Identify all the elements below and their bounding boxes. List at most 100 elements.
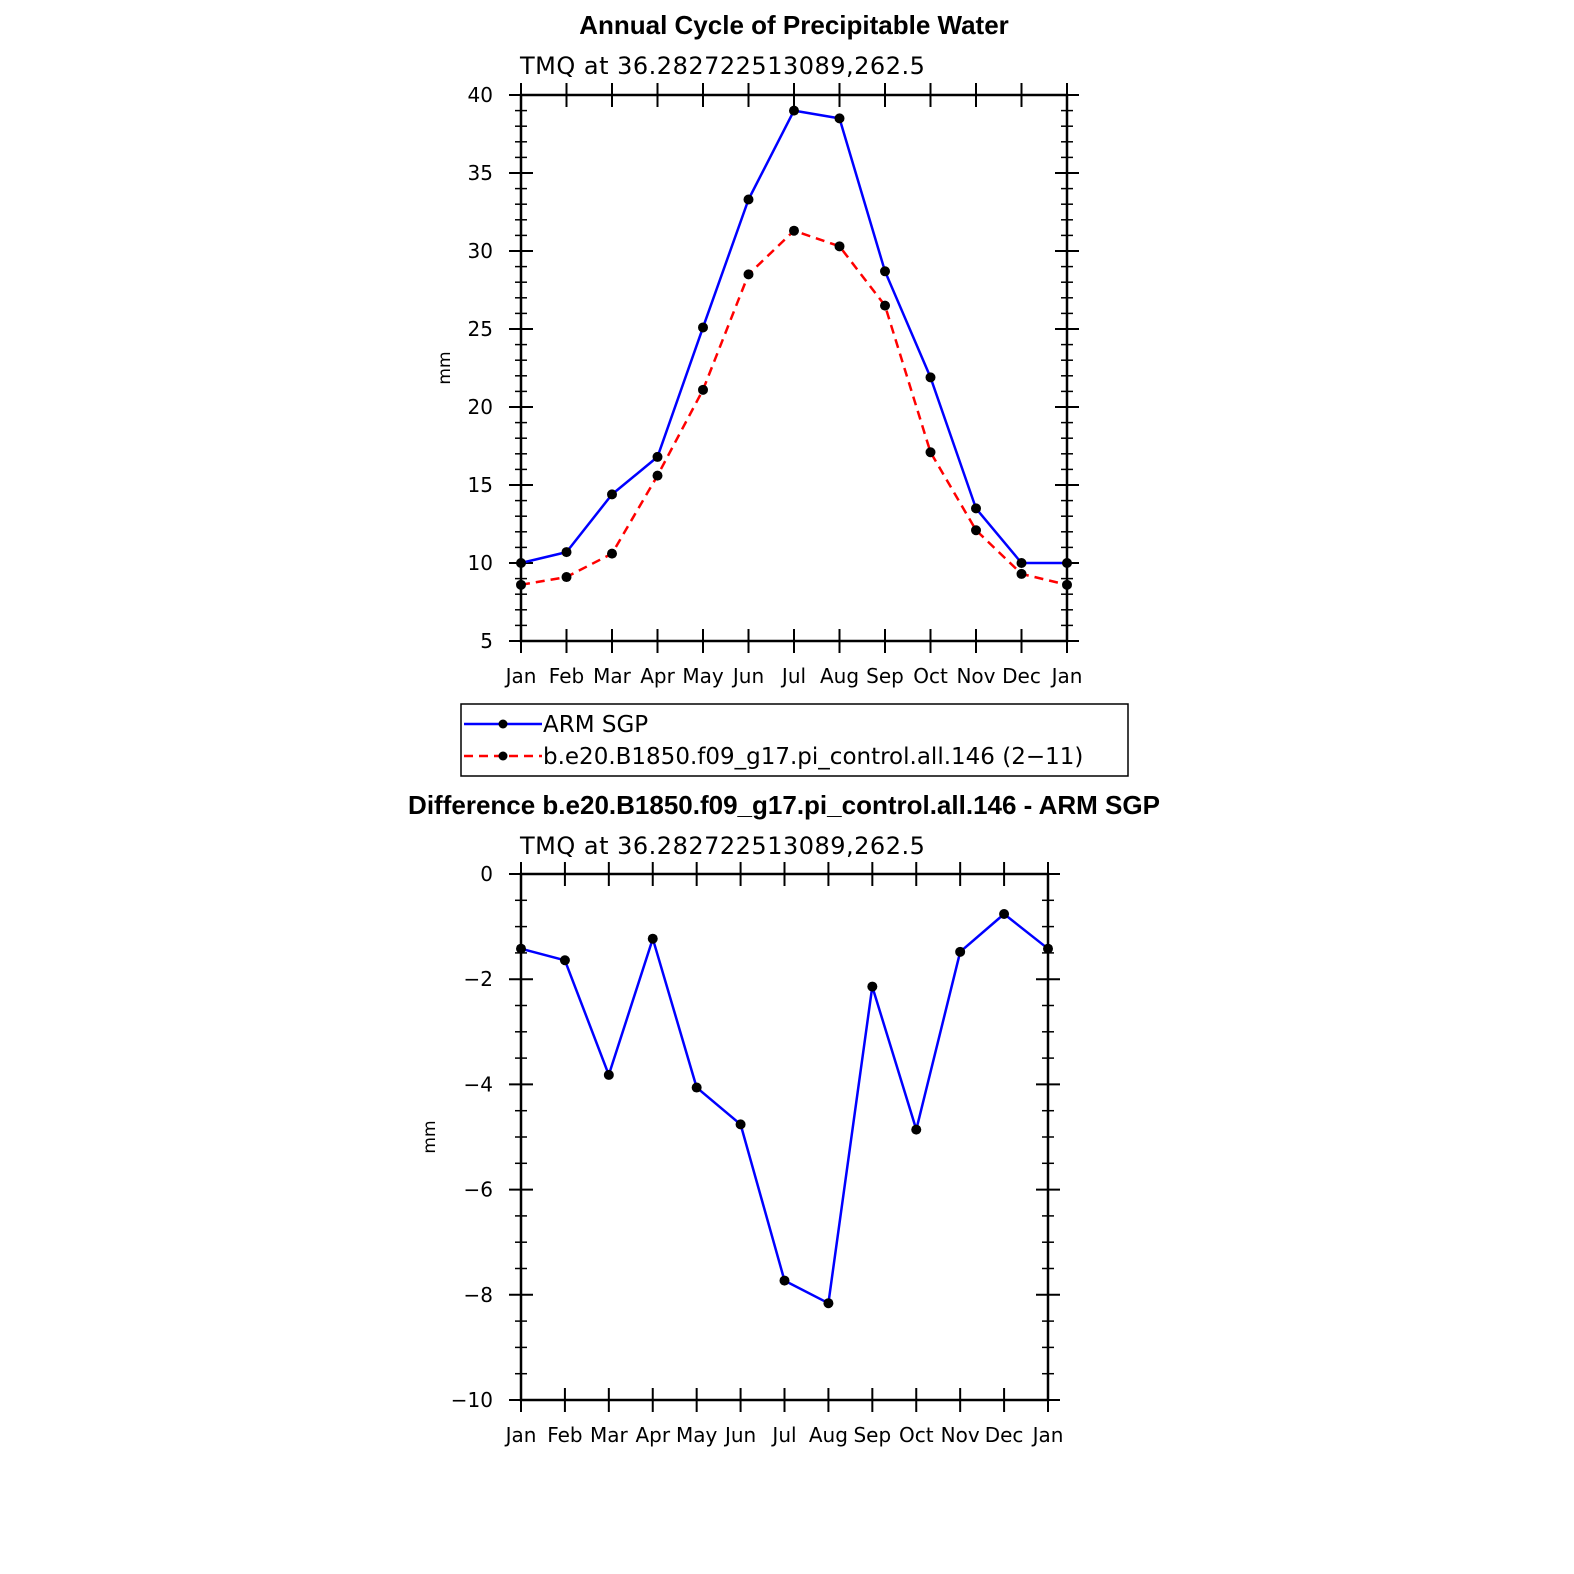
data-point-s0-12 [1062, 558, 1072, 568]
axis-ticks [509, 83, 1079, 653]
y-tick-label: 15 [468, 473, 493, 497]
data-point-s0-2 [607, 489, 617, 500]
plot-frame [519, 872, 1050, 1402]
data-point-s0-6 [789, 105, 799, 116]
x-tick-label: Nov [941, 1423, 980, 1447]
axes-frame [519, 93, 1069, 643]
data-point-s0-4 [691, 1082, 702, 1093]
x-tick-label: Aug [809, 1423, 848, 1447]
data-point-s0-12 [1043, 943, 1053, 954]
series-line-1 [520, 229, 1068, 587]
data-point-s0-3 [652, 451, 663, 462]
data-point-s1-5 [743, 269, 754, 280]
x-tick-label: Feb [549, 664, 584, 688]
series-line-0 [520, 912, 1049, 1305]
chart-subtitle: TMQ at 36.282722513089,262.5 [519, 52, 925, 80]
x-tick-label: Mar [590, 1423, 629, 1447]
data-point-s1-1 [561, 572, 572, 583]
x-tick-label: Oct [899, 1423, 934, 1447]
chart-title: Difference b.e20.B1850.f09_g17.pi_contro… [408, 790, 1160, 820]
y-tick-labels: 5 10 15 20 25 30 35 40 [468, 83, 493, 653]
x-tick-label: Jan [1031, 1423, 1064, 1447]
series-line-0 [520, 109, 1067, 565]
data-point-s0-4 [698, 322, 708, 333]
y-tick-label: 35 [468, 161, 493, 185]
axes-frame [519, 872, 1050, 1402]
data-point-s0-0 [516, 558, 526, 568]
data-point-s1-0 [516, 579, 526, 590]
data-point-s0-11 [999, 908, 1010, 919]
x-tick-label: Mar [593, 664, 632, 688]
data-point-s0-2 [603, 1069, 614, 1080]
data-point-s1-9 [925, 447, 936, 458]
y-tick-labels: −10 −8 −6 −4 −2 0 [451, 862, 493, 1412]
data-point-s0-1 [559, 955, 570, 966]
y-tick-label: 0 [480, 862, 493, 886]
data-point-s0-1 [561, 547, 572, 558]
x-tick-label: Aug [820, 664, 859, 688]
x-tick-label: May [676, 1423, 718, 1447]
data-point-s1-8 [880, 300, 890, 311]
data-point-s1-3 [652, 470, 663, 481]
data-point-s0-6 [779, 1275, 790, 1286]
x-tick-label: Oct [913, 664, 948, 688]
x-tick-label: Jun [731, 664, 764, 688]
difference-chart: Difference b.e20.B1850.f09_g17.pi_contro… [408, 790, 1160, 1447]
data-point-s0-9 [911, 1124, 922, 1135]
data-point-s0-5 [735, 1119, 746, 1130]
legend-box [460, 703, 1129, 777]
axis-ticks [509, 862, 1060, 1412]
y-axis-label: mm [420, 1120, 440, 1153]
data-point-s0-8 [867, 981, 878, 992]
y-tick-label: −8 [464, 1283, 493, 1307]
x-tick-label: Sep [853, 1423, 891, 1447]
data-point-s0-9 [925, 372, 936, 383]
data-point-s0-10 [971, 503, 981, 514]
y-tick-label: 30 [468, 239, 493, 263]
series-group [516, 105, 1072, 590]
data-point-s0-5 [743, 194, 754, 205]
chart-subtitle: TMQ at 36.282722513089,262.5 [519, 832, 925, 860]
y-tick-label: −2 [464, 967, 493, 991]
x-tick-label: Jan [504, 1423, 537, 1447]
x-tick-label: Jun [723, 1423, 756, 1447]
x-tick-label: Jan [1050, 664, 1083, 688]
x-tick-label: Dec [985, 1423, 1024, 1447]
legend-label-model: b.e20.B1850.f09_g17.pi_control.all.146 (… [543, 744, 1083, 770]
y-tick-label: 20 [468, 395, 493, 419]
x-tick-label: Feb [547, 1423, 582, 1447]
x-tick-label: Dec [1002, 664, 1041, 688]
legend-label-arm-sgp: ARM SGP [543, 712, 648, 738]
x-tick-label: Sep [866, 664, 904, 688]
annual-cycle-chart: Annual Cycle of Precipitable Water TMQ a… [435, 10, 1082, 688]
x-tick-label: Jul [770, 1423, 796, 1447]
legend-marker-arm-sgp [498, 719, 508, 729]
y-tick-label: −6 [464, 1178, 493, 1202]
data-point-s1-10 [971, 525, 981, 536]
x-tick-label: Apr [635, 1423, 670, 1447]
chart-title: Annual Cycle of Precipitable Water [579, 10, 1009, 40]
legend: ARM SGP b.e20.B1850.f09_g17.pi_control.a… [460, 703, 1129, 777]
y-tick-label: −4 [464, 1072, 493, 1096]
x-tick-label: May [682, 664, 724, 688]
y-tick-label: 5 [480, 629, 493, 653]
x-tick-label: Jul [780, 664, 806, 688]
y-tick-label: 25 [468, 317, 493, 341]
data-point-s1-12 [1062, 579, 1072, 590]
data-point-s0-10 [955, 946, 966, 957]
series-group [516, 908, 1053, 1309]
y-tick-label: −10 [451, 1388, 493, 1412]
data-point-s0-3 [647, 933, 658, 944]
data-point-s0-7 [823, 1298, 834, 1309]
y-tick-label: 10 [468, 551, 493, 575]
y-tick-label: 40 [468, 83, 493, 107]
x-tick-label: Nov [956, 664, 995, 688]
data-point-s0-11 [1016, 558, 1027, 568]
legend-marker-model [498, 751, 508, 761]
data-point-s0-8 [880, 266, 890, 277]
data-point-s1-6 [789, 225, 799, 236]
data-point-s1-11 [1016, 568, 1027, 579]
y-axis-label: mm [435, 351, 455, 384]
data-point-s0-0 [516, 943, 526, 954]
